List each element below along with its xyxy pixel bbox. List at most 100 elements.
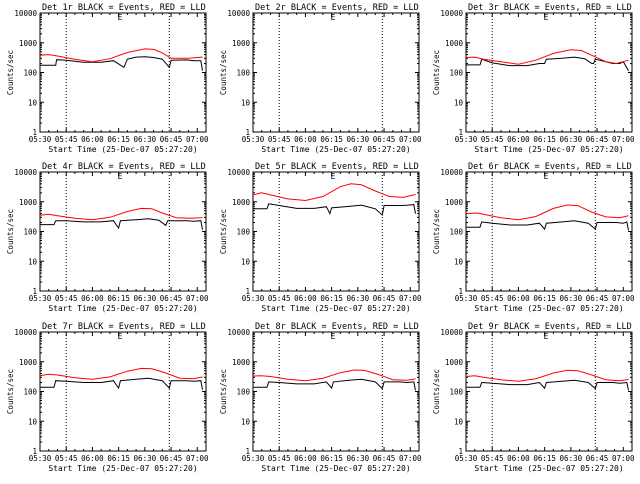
series-events [253, 203, 416, 216]
y-tick-label: 10 [28, 257, 38, 266]
x-tick-label: 07:00 [399, 135, 422, 144]
x-tick-label: 06:30 [560, 135, 583, 144]
y-tick-label: 10000 [14, 9, 37, 18]
y-tick-label: 10 [28, 417, 38, 426]
series-events [40, 218, 203, 230]
y-tick-label: 100 [23, 388, 37, 397]
panel-title: Det 2r BLACK = Events, RED = LLD [255, 3, 419, 13]
series-events [40, 56, 203, 71]
x-axis-label: Start Time (25-Dec-07 05:27:20) [261, 304, 410, 313]
y-tick-label: 10000 [14, 168, 37, 177]
y-tick-label: 10 [241, 98, 251, 107]
y-tick-label: 100 [449, 228, 463, 237]
x-tick-label: 07:00 [399, 294, 422, 303]
y-tick-label: 100 [23, 69, 37, 78]
y-axis-label: Counts/sec [219, 209, 228, 254]
series-lld [39, 367, 203, 380]
x-tick-label: 07:00 [612, 135, 635, 144]
y-tick-label: 100 [449, 388, 463, 397]
y-tick-label: 1000 [232, 39, 251, 48]
series-lld [465, 204, 629, 221]
plot-frame [252, 331, 420, 452]
marker-label: E [331, 172, 336, 181]
y-tick-label: 10 [241, 257, 251, 266]
x-tick-label: 06:15 [320, 454, 343, 463]
y-tick-label: 1000 [19, 39, 38, 48]
y-tick-label: 10000 [14, 328, 37, 337]
y-axis-label: Counts/sec [219, 369, 228, 414]
y-tick-label: 1 [458, 447, 463, 456]
x-tick-label: 06:15 [533, 454, 556, 463]
y-tick-label: 10000 [440, 9, 463, 18]
y-tick-label: 100 [23, 228, 37, 237]
y-axis-label: Counts/sec [432, 50, 441, 95]
x-tick-label: 05:30 [29, 454, 52, 463]
x-tick-label: 05:45 [481, 454, 504, 463]
y-axis-label: Counts/sec [6, 369, 15, 414]
x-tick-label: 06:45 [160, 294, 183, 303]
x-tick-label: 06:30 [560, 454, 583, 463]
x-axis-label: Start Time (25-Dec-07 05:27:20) [48, 145, 197, 154]
x-tick-label: 05:45 [481, 294, 504, 303]
x-tick-label: 06:30 [347, 294, 370, 303]
x-tick-label: 05:30 [29, 135, 52, 144]
y-tick-label: 1 [32, 128, 37, 137]
y-tick-label: 10000 [440, 168, 463, 177]
x-tick-label: 05:30 [242, 294, 265, 303]
marker-label: E [544, 332, 549, 341]
y-tick-label: 100 [236, 69, 250, 78]
x-axis-label: Start Time (25-Dec-07 05:27:20) [48, 304, 197, 313]
x-tick-label: 06:15 [533, 135, 556, 144]
marker-label: E [544, 172, 549, 181]
x-tick-label: 06:15 [533, 294, 556, 303]
y-tick-label: 1000 [445, 358, 464, 367]
x-tick-label: 06:00 [294, 135, 317, 144]
series-events [253, 378, 416, 391]
x-tick-label: 06:00 [81, 294, 104, 303]
x-axis-label: Start Time (25-Dec-07 05:27:20) [474, 145, 623, 154]
x-tick-label: 06:45 [586, 294, 609, 303]
series-lld [252, 183, 416, 202]
y-tick-label: 10000 [440, 328, 463, 337]
y-tick-label: 100 [236, 228, 250, 237]
x-tick-label: 06:00 [507, 135, 530, 144]
x-axis-label: Start Time (25-Dec-07 05:27:20) [474, 304, 623, 313]
x-tick-label: 05:45 [268, 135, 291, 144]
x-tick-label: 07:00 [612, 294, 635, 303]
panel-title: Det 8r BLACK = Events, RED = LLD [255, 322, 419, 332]
y-tick-label: 1 [32, 287, 37, 296]
y-tick-label: 10000 [227, 328, 250, 337]
marker-label: E [331, 332, 336, 341]
x-tick-label: 06:00 [81, 135, 104, 144]
plot-frame [252, 12, 420, 133]
x-tick-label: 06:00 [507, 294, 530, 303]
y-tick-label: 1 [458, 128, 463, 137]
y-tick-label: 1 [245, 128, 250, 137]
y-axis-label: Counts/sec [432, 369, 441, 414]
plot-frame [465, 12, 633, 133]
panel-title: Det 5r BLACK = Events, RED = LLD [255, 162, 419, 172]
x-tick-label: 05:45 [55, 454, 78, 463]
y-axis-label: Counts/sec [432, 209, 441, 254]
plot-frame [252, 171, 420, 292]
x-tick-label: 06:15 [107, 294, 130, 303]
y-tick-label: 10000 [227, 9, 250, 18]
x-tick-label: 06:45 [160, 135, 183, 144]
x-tick-label: 05:30 [242, 454, 265, 463]
y-tick-label: 100 [449, 69, 463, 78]
plot-frame [465, 331, 633, 452]
y-tick-label: 1000 [19, 198, 38, 207]
x-tick-label: 07:00 [612, 454, 635, 463]
series-lld [39, 207, 203, 221]
x-tick-label: 06:45 [586, 135, 609, 144]
y-tick-label: 100 [236, 388, 250, 397]
x-tick-label: 06:30 [134, 294, 157, 303]
y-tick-label: 1000 [445, 39, 464, 48]
x-tick-label: 06:45 [373, 135, 396, 144]
plot-frame [39, 12, 207, 133]
